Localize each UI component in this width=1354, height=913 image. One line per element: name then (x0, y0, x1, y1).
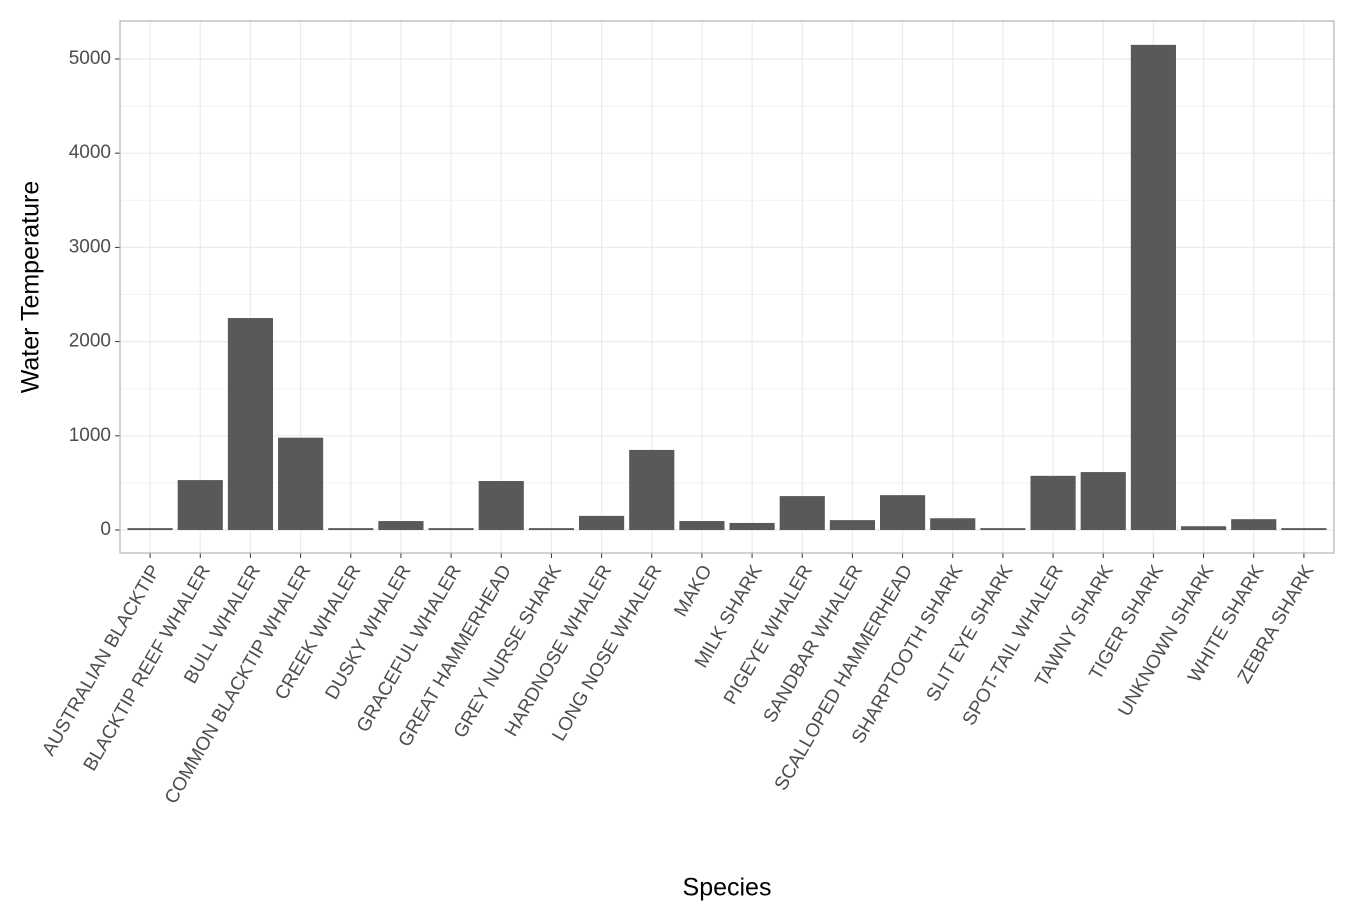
bar (428, 528, 474, 531)
bar (328, 528, 374, 531)
bar (1030, 475, 1076, 531)
bar (880, 495, 926, 531)
panel-border (119, 20, 1335, 554)
bar (127, 528, 173, 531)
bar (679, 521, 725, 531)
bar (579, 515, 625, 531)
x-tick-label: UNKNOWN SHARK (1115, 561, 1219, 720)
y-tick-label: 0 (100, 519, 111, 540)
x-axis-title: Species (683, 874, 772, 902)
y-axis-title: Water Temperature (17, 181, 45, 394)
bar (177, 480, 223, 531)
x-tick-label: PIGEYE WHALER (720, 562, 817, 709)
bar (227, 318, 274, 531)
bar (528, 528, 574, 531)
bar (930, 518, 976, 531)
bar (729, 522, 775, 531)
y-tick-label: 1000 (69, 425, 111, 446)
bar (629, 449, 675, 531)
bar (980, 528, 1026, 531)
bar (829, 520, 875, 531)
bar (1080, 472, 1126, 531)
bar (1281, 528, 1327, 531)
bar (779, 496, 825, 531)
bar (378, 521, 424, 531)
bar (278, 437, 324, 531)
bar (1130, 44, 1176, 531)
bar (478, 481, 524, 531)
y-tick-label: 2000 (69, 331, 111, 352)
y-tick-label: 5000 (69, 48, 111, 69)
bar (1231, 519, 1277, 531)
bar (1180, 526, 1227, 531)
x-tick-label: MAKO (670, 562, 716, 621)
y-tick-label: 4000 (69, 142, 111, 163)
y-tick-label: 3000 (69, 236, 111, 257)
